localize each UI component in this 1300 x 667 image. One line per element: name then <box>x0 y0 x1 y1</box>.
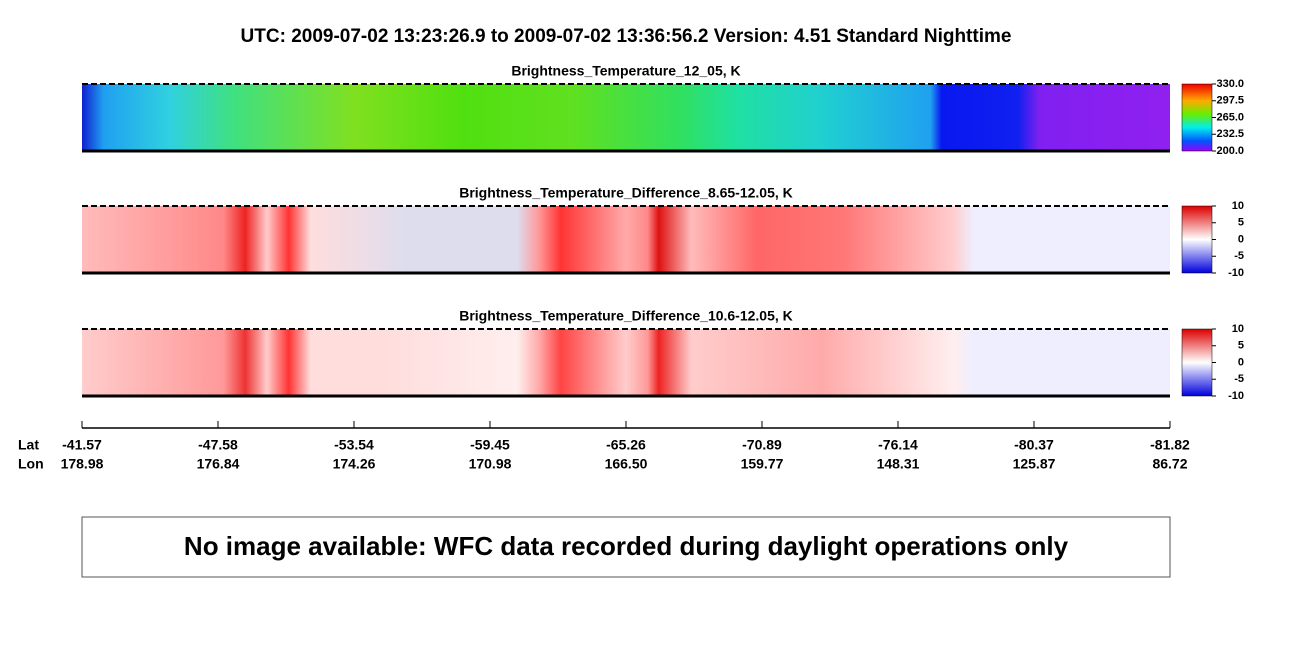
panel-title: Brightness_Temperature_12_05, K <box>511 63 740 79</box>
lat-label: -41.57 <box>62 437 102 453</box>
colorbar-tick-label: 5 <box>1238 340 1244 352</box>
heatmap-strip <box>82 206 1170 273</box>
lon-label: 148.31 <box>877 456 920 472</box>
message-box <box>81 516 1171 578</box>
colorbar <box>1181 328 1213 397</box>
lon-label: 176.84 <box>197 456 240 472</box>
colorbar-tick-label: 330.0 <box>1216 78 1244 90</box>
lon-label: 174.26 <box>333 456 376 472</box>
main-title: UTC: 2009-07-02 13:23:26.9 to 2009-07-02… <box>241 26 1012 47</box>
lat-label: -59.45 <box>470 437 510 453</box>
panel-title: Brightness_Temperature_Difference_10.6-1… <box>459 308 793 324</box>
lon-label: 159.77 <box>741 456 784 472</box>
x-axis-row-label: Lat <box>18 437 39 453</box>
colorbar <box>1181 83 1213 152</box>
lat-label: -65.26 <box>606 437 646 453</box>
heatmap-strip <box>82 329 1170 396</box>
lon-label: 86.72 <box>1152 456 1187 472</box>
heatmap-strip <box>82 84 1170 151</box>
x-axis-row-label: Lon <box>18 456 44 472</box>
lat-label: -81.82 <box>1150 437 1190 453</box>
lat-label: -76.14 <box>878 437 918 453</box>
colorbar-tick-label: -10 <box>1228 267 1244 279</box>
panel-title: Brightness_Temperature_Difference_8.65-1… <box>459 185 793 201</box>
colorbar-tick-label: 265.0 <box>1216 111 1244 123</box>
colorbar-tick-label: -5 <box>1234 250 1244 262</box>
colorbar-tick-label: 0 <box>1238 356 1244 368</box>
colorbar-tick-label: 5 <box>1238 217 1244 229</box>
colorbar-tick-label: 10 <box>1232 323 1244 335</box>
lat-label: -70.89 <box>742 437 782 453</box>
lon-label: 178.98 <box>61 456 104 472</box>
colorbar-tick-label: 200.0 <box>1216 145 1244 157</box>
colorbar-tick-label: -5 <box>1234 373 1244 385</box>
colorbar-tick-label: 232.5 <box>1216 128 1244 140</box>
colorbar-tick-label: 10 <box>1232 200 1244 212</box>
lat-label: -47.58 <box>198 437 238 453</box>
lon-label: 170.98 <box>469 456 512 472</box>
colorbar-tick-label: 0 <box>1238 233 1244 245</box>
lon-label: 166.50 <box>605 456 648 472</box>
lat-label: -53.54 <box>334 437 374 453</box>
colorbar <box>1181 205 1213 274</box>
colorbar-tick-label: -10 <box>1228 390 1244 402</box>
message: No image available: WFC data recorded du… <box>184 531 1069 561</box>
lat-label: -80.37 <box>1014 437 1054 453</box>
colorbar-tick-label: 297.5 <box>1216 95 1244 107</box>
lon-label: 125.87 <box>1013 456 1056 472</box>
